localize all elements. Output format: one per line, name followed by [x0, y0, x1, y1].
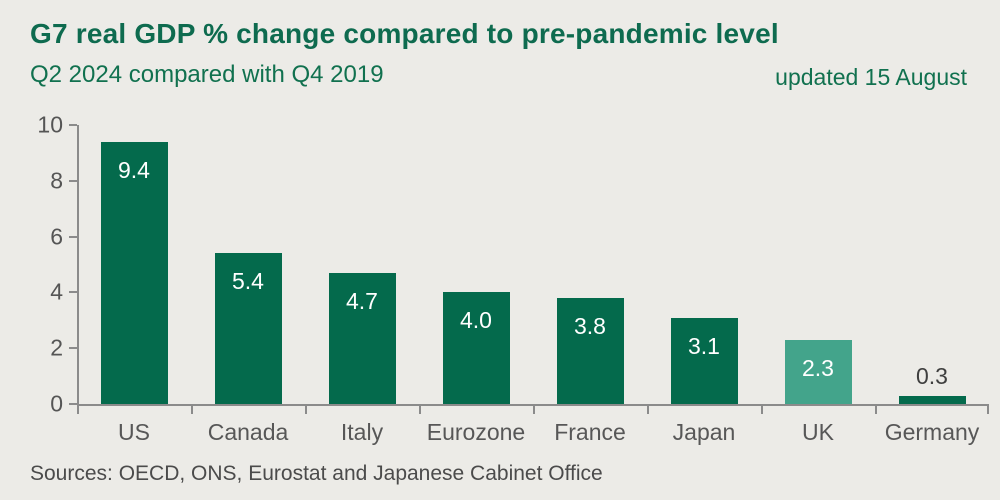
- x-tick-mark: [419, 405, 421, 414]
- x-tick-mark: [533, 405, 535, 414]
- x-tick-mark: [875, 405, 877, 414]
- y-tick-label: 10: [37, 111, 63, 138]
- y-tick-mark: [69, 124, 77, 126]
- bar-value-label: 5.4: [232, 268, 264, 295]
- x-tick-mark: [77, 405, 79, 414]
- x-tick-label-japan: Japan: [672, 419, 736, 445]
- x-tick-mark: [761, 405, 763, 414]
- bar-france: [556, 297, 624, 404]
- x-tick-label-italy: Italy: [340, 419, 384, 445]
- x-tick-label-germany: Germany: [884, 419, 980, 445]
- bar-value-label: 3.8: [574, 312, 606, 339]
- bar-germany: [898, 395, 966, 404]
- bar-value-label: 4.0: [460, 307, 492, 334]
- bar-value-label: 9.4: [118, 156, 150, 183]
- bar-japan: [670, 317, 738, 404]
- source-note: Sources: OECD, ONS, Eurostat and Japanes…: [30, 462, 603, 485]
- bar-value-label: 3.1: [688, 332, 720, 359]
- bar-canada: [214, 253, 282, 404]
- y-axis-line: [77, 125, 79, 404]
- x-tick-label-france: France: [554, 419, 626, 445]
- x-tick-label-eurozone: Eurozone: [426, 419, 526, 445]
- x-tick-mark: [191, 405, 193, 414]
- chart-title: G7 real GDP % change compared to pre-pan…: [30, 18, 779, 49]
- bar-eurozone: [442, 292, 510, 404]
- bar-value-label: 4.7: [346, 287, 378, 314]
- bar-value-label: 0.3: [916, 362, 948, 389]
- bar-value-label: 2.3: [802, 354, 834, 381]
- bar-italy: [328, 272, 396, 404]
- x-tick-mark: [305, 405, 307, 414]
- x-tick-mark: [987, 405, 989, 414]
- y-tick-mark: [69, 291, 77, 294]
- bar-us: [100, 141, 168, 404]
- y-tick-mark: [69, 403, 77, 405]
- y-tick-mark: [69, 179, 77, 182]
- plot-area: 0 2 4 6 8 10 9.4 US 5.4 Canada 4.7 Italy 4.0 Eurozone…: [37, 112, 989, 445]
- x-tick-label-uk: UK: [802, 419, 834, 445]
- y-tick-mark: [69, 235, 77, 238]
- y-tick-label: 8: [50, 167, 63, 194]
- chart-subtitle: Q2 2024 compared with Q4 2019: [30, 61, 384, 88]
- y-tick-label: 6: [50, 223, 63, 250]
- bar-uk: [784, 339, 852, 404]
- x-tick-mark: [647, 405, 649, 414]
- y-tick-label: 2: [50, 334, 63, 361]
- updated-note: updated 15 August: [775, 64, 967, 90]
- x-tick-label-us: US: [118, 419, 150, 445]
- y-tick-label: 0: [50, 390, 63, 417]
- y-tick-label: 4: [50, 278, 63, 305]
- x-tick-label-canada: Canada: [207, 419, 289, 445]
- y-tick-mark: [69, 347, 77, 350]
